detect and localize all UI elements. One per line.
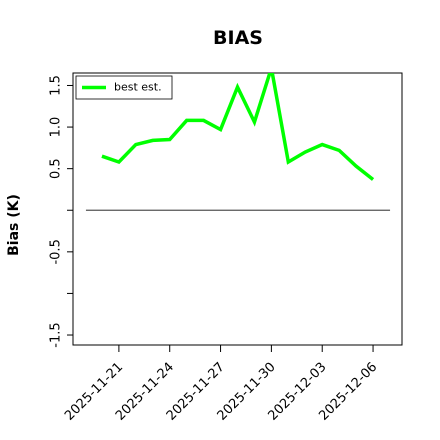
y-axis-label: Bias (K) — [6, 194, 22, 256]
y-tick-label: -1.5 — [49, 322, 64, 347]
y-tick-label: 1.0 — [49, 117, 64, 138]
y-tick-label: 1.5 — [49, 75, 64, 96]
plot-frame — [72, 72, 403, 346]
y-tick-label: -0.5 — [49, 239, 64, 264]
legend-label: best est. — [114, 81, 162, 94]
data-line — [101, 73, 375, 181]
chart-title: BIAS — [213, 27, 263, 49]
legend-box — [75, 75, 173, 100]
y-tick-label: 0.5 — [49, 158, 64, 179]
